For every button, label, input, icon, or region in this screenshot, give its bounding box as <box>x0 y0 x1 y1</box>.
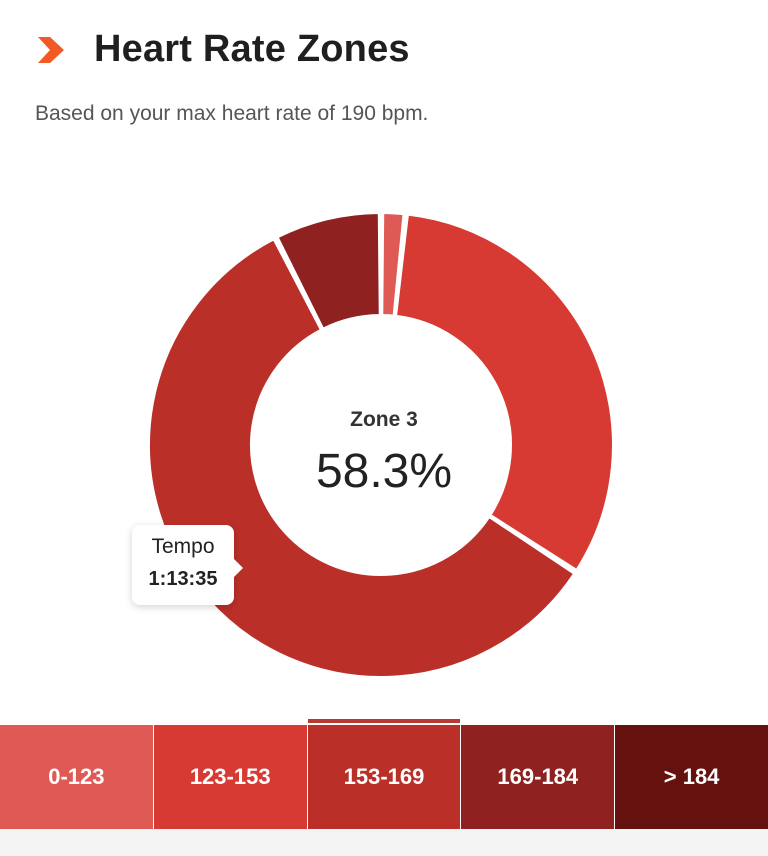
zone-label: 0-123 <box>48 764 105 789</box>
donut-slice-2[interactable] <box>394 213 614 572</box>
donut-chart <box>148 212 614 678</box>
zone-button-1[interactable]: 0-123 <box>0 725 154 829</box>
donut-svg <box>148 212 614 678</box>
tooltip-zone-time: 1:13:35 <box>148 568 218 590</box>
zone-label: > 184 <box>663 764 720 789</box>
zone-button-2[interactable]: 123-153 <box>153 725 308 829</box>
tooltip-zone-name: Tempo <box>151 535 215 558</box>
zone-button-3[interactable]: 153-169 <box>307 719 462 829</box>
bottom-divider <box>0 829 768 856</box>
zone-tooltip: Tempo 1:13:35 <box>132 525 243 605</box>
zone-selector: 0-123 123-153 153-169 169-184 > 184 <box>0 719 768 829</box>
zone-label: 169-184 <box>497 764 579 789</box>
zone-button-4[interactable]: 169-184 <box>461 725 616 829</box>
chevron-right-icon <box>38 36 64 63</box>
header: Heart Rate Zones <box>36 28 410 71</box>
donut-slice-4[interactable] <box>276 212 381 330</box>
center-percent-value: 58.3% <box>315 445 453 498</box>
zone-label: 153-169 <box>343 764 425 789</box>
page-subtitle: Based on your max heart rate of 190 bpm. <box>35 102 429 125</box>
zone-button-5[interactable]: > 184 <box>615 725 768 829</box>
donut-slice-3[interactable] <box>148 237 576 678</box>
donut-slice-1[interactable] <box>381 212 405 317</box>
page-title: Heart Rate Zones <box>94 28 410 70</box>
zone-label: 123-153 <box>189 764 271 789</box>
center-zone-label: Zone 3 <box>350 408 418 431</box>
